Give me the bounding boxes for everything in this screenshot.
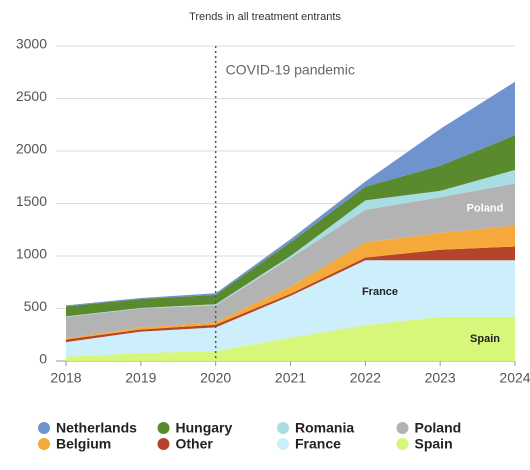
- area: [66, 169, 515, 317]
- x-tick-label: 2019: [125, 370, 156, 386]
- legend-marker: [157, 438, 170, 450]
- y-tick-label: 2500: [16, 88, 47, 104]
- x-tick-label: 2024: [499, 370, 530, 386]
- x-tick-label: 2023: [425, 370, 456, 386]
- legend-text: France: [295, 436, 341, 452]
- y-tick-label: 3000: [16, 36, 47, 52]
- legend-marker: [396, 422, 409, 434]
- y-tick-label: 2000: [16, 141, 47, 157]
- y-tick-label: 500: [24, 298, 48, 314]
- area: [66, 260, 515, 357]
- area: [66, 316, 515, 361]
- legend-text: Belgium: [56, 436, 111, 452]
- legend-marker: [38, 438, 50, 450]
- x-tick-label: 2021: [275, 370, 306, 386]
- legend-text: Other: [176, 436, 214, 452]
- area-label: France: [362, 286, 398, 298]
- annotation-text: COVID-19 pandemic: [226, 62, 355, 78]
- x-tick-label: 2022: [350, 370, 381, 386]
- legend-text: Netherlands: [56, 420, 137, 436]
- legend-marker: [157, 422, 170, 434]
- legend-marker: [396, 438, 409, 450]
- y-tick-label: 1000: [16, 246, 47, 262]
- legend-text: Spain: [415, 436, 453, 452]
- x-tick-label: 2020: [200, 370, 231, 386]
- area: [66, 135, 515, 317]
- legend-marker: [38, 422, 50, 434]
- chart-title: Trends in all treatment entrants: [189, 11, 341, 23]
- legend-text: Hungary: [176, 420, 233, 436]
- legend-marker: [277, 438, 289, 450]
- y-tick-label: 1500: [16, 193, 47, 209]
- area: [66, 183, 515, 339]
- area-label: Spain: [470, 333, 500, 345]
- legend-text: Poland: [415, 420, 462, 436]
- legend-text: Romania: [295, 420, 354, 436]
- x-tick-label: 2018: [50, 370, 81, 386]
- area: [66, 246, 515, 343]
- y-tick-label: 0: [39, 351, 47, 367]
- legend-marker: [277, 422, 289, 434]
- area-label: Poland: [467, 203, 504, 215]
- area: [66, 225, 515, 340]
